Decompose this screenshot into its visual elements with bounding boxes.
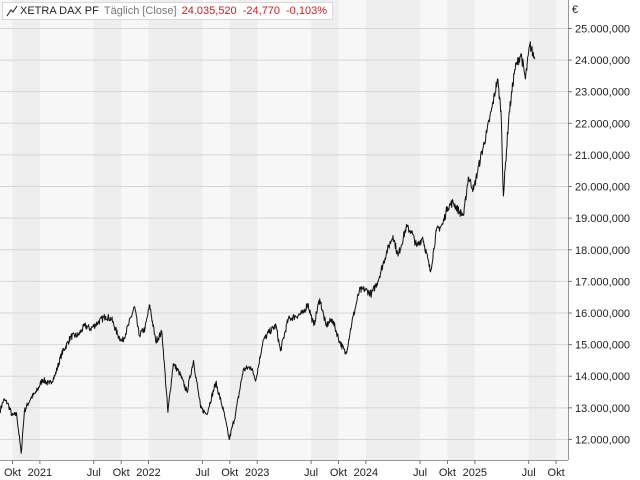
y-tick-label: 18.000,000 — [575, 245, 630, 257]
y-tick-label: 19.000,000 — [575, 213, 630, 225]
y-tick-label: 20.000,000 — [575, 182, 630, 194]
y-tick-label: 12.000,000 — [575, 434, 630, 446]
y-tick-label: 13.000,000 — [575, 403, 630, 415]
background-band — [229, 0, 258, 460]
background-band — [12, 0, 40, 460]
absolute-change: -24,770 — [242, 5, 280, 17]
instrument-name: XETRA DAX PF — [20, 5, 99, 17]
x-tick-label: Okt — [221, 467, 238, 479]
line-chart-icon — [6, 5, 18, 17]
interval-label: Täglich [Close] — [103, 5, 177, 17]
x-tick-label: Okt — [113, 467, 130, 479]
x-tick-label: Okt — [548, 467, 565, 479]
background-band — [447, 0, 475, 460]
x-tick-label: 2024 — [354, 467, 378, 479]
chart-frame — [0, 0, 569, 461]
x-axis: Okt 2021 Jul Okt 2022 Jul Okt 2023 Jul Okt 2024 Jul… — [4, 460, 565, 479]
currency-label: € — [572, 4, 579, 16]
y-tick-label: 14.000,000 — [575, 371, 630, 383]
chart-legend[interactable]: XETRA DAX PF Täglich [Close] 24.035,520 … — [2, 2, 333, 20]
y-tick-label: 24.000,000 — [575, 55, 630, 67]
x-tick-label: Jul — [195, 467, 209, 479]
y-tick-label: 21.000,000 — [575, 150, 630, 162]
x-tick-label: Jul — [522, 467, 536, 479]
x-tick-label: 2025 — [463, 467, 487, 479]
background-band — [528, 0, 557, 460]
y-tick-label: 22.000,000 — [575, 118, 630, 130]
x-tick-label: Okt — [330, 467, 347, 479]
y-tick-label: 15.000,000 — [575, 340, 630, 352]
percent-change: -0,103% — [286, 5, 327, 17]
series-line — [0, 41, 536, 454]
chart-background-bands — [0, 0, 568, 460]
x-tick-label: Jul — [413, 467, 427, 479]
background-band — [93, 0, 122, 460]
y-tick-label: 17.000,000 — [575, 276, 630, 288]
background-band — [148, 0, 203, 460]
y-tick-label: 25.000,000 — [575, 23, 630, 35]
x-tick-label: 2021 — [28, 467, 52, 479]
background-band — [365, 0, 421, 460]
chart-gridlines — [0, 27, 568, 440]
last-value: 24.035,520 — [181, 5, 237, 17]
x-tick-label: 2022 — [136, 467, 160, 479]
y-tick-label: 16.000,000 — [575, 308, 630, 320]
x-tick-label: 2023 — [245, 467, 269, 479]
x-tick-label: Jul — [304, 467, 318, 479]
x-tick-label: Okt — [4, 467, 21, 479]
series-layer — [0, 41, 536, 454]
x-tick-label: Okt — [439, 467, 456, 479]
y-tick-label: 23.000,000 — [575, 87, 630, 99]
background-band — [311, 0, 339, 460]
x-tick-label: Jul — [87, 467, 101, 479]
y-axis: 12.000,000 13.000,000 14.000,000 15.000,000… — [568, 23, 630, 446]
